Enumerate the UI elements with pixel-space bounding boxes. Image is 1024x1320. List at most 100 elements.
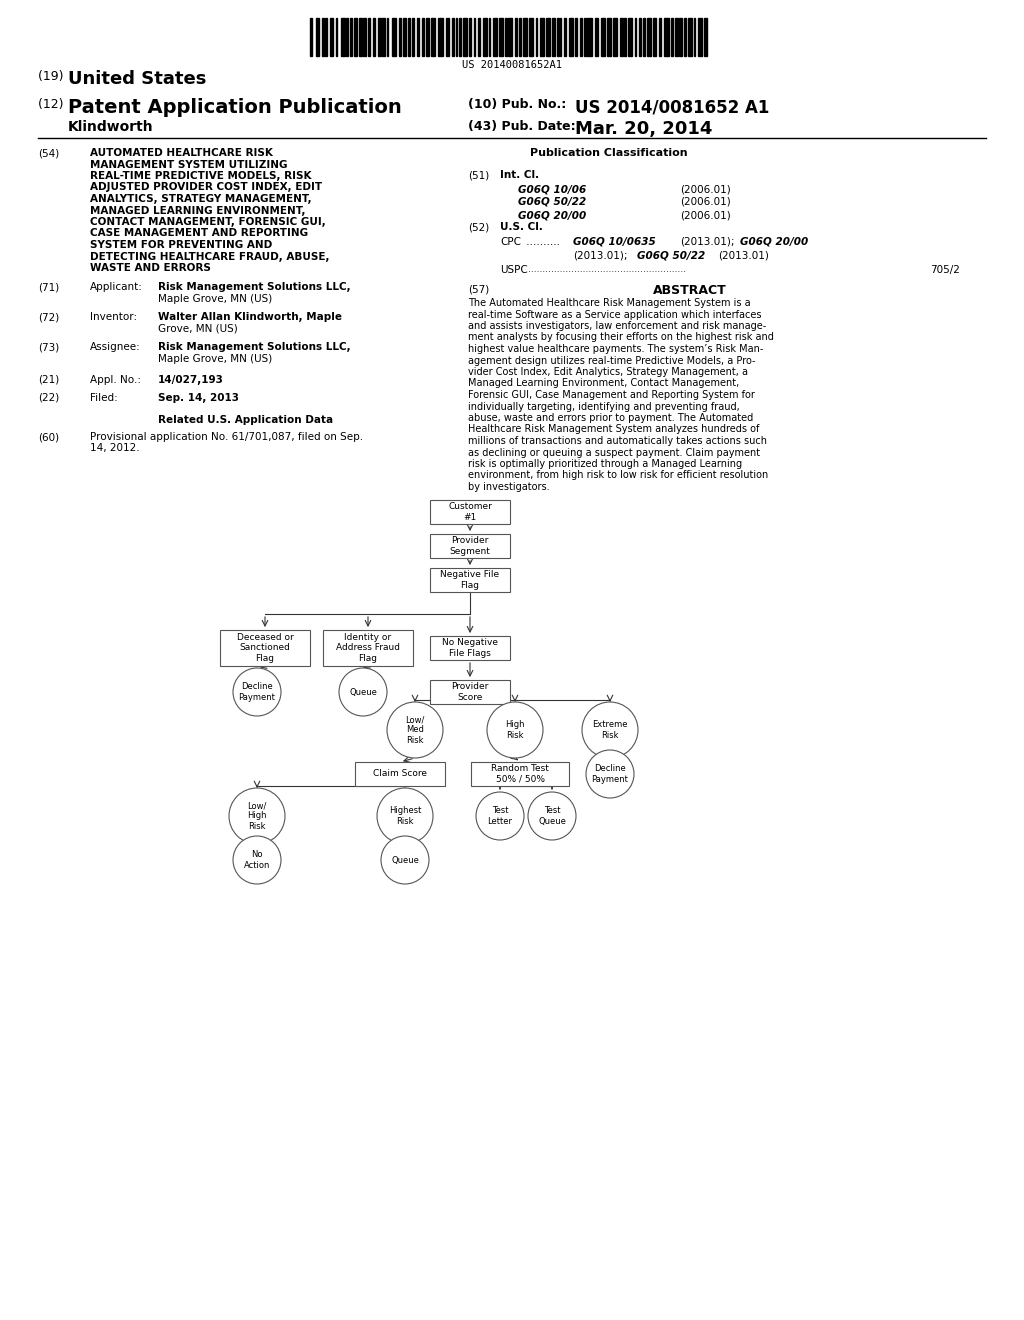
FancyBboxPatch shape	[323, 630, 413, 667]
Text: CASE MANAGEMENT AND REPORTING: CASE MANAGEMENT AND REPORTING	[90, 228, 308, 239]
Text: ..........: ..........	[523, 238, 560, 247]
Bar	[693, 18, 695, 55]
Text: (72): (72)	[38, 312, 59, 322]
Text: US 2014/0081652 A1: US 2014/0081652 A1	[575, 98, 769, 116]
Text: Provider
Score: Provider Score	[452, 682, 488, 702]
Bar	[346, 18, 348, 55]
Bar	[560, 18, 561, 55]
Text: (71): (71)	[38, 282, 59, 292]
Text: WASTE AND ERRORS: WASTE AND ERRORS	[90, 263, 211, 273]
Text: Decline
Payment: Decline Payment	[239, 682, 275, 702]
Bar	[628, 18, 632, 55]
Bar	[336, 18, 337, 55]
Text: Provider
Segment: Provider Segment	[450, 536, 490, 556]
Text: (51): (51)	[468, 170, 489, 180]
Text: Low/
Med
Risk: Low/ Med Risk	[406, 715, 425, 744]
Bar	[438, 18, 442, 55]
Text: ANALYTICS, STRATEGY MANAGEMENT,: ANALYTICS, STRATEGY MANAGEMENT,	[90, 194, 311, 205]
Bar	[364, 18, 366, 55]
Circle shape	[339, 668, 387, 715]
Circle shape	[528, 792, 575, 840]
Bar	[446, 18, 450, 55]
Bar	[354, 18, 357, 55]
Bar	[703, 18, 708, 55]
Circle shape	[586, 750, 634, 799]
Text: DETECTING HEALTHCARE FRAUD, ABUSE,: DETECTING HEALTHCARE FRAUD, ABUSE,	[90, 252, 330, 261]
Bar	[613, 18, 617, 55]
Text: MANAGEMENT SYSTEM UTILIZING: MANAGEMENT SYSTEM UTILIZING	[90, 160, 288, 169]
Text: highest value healthcare payments. The system’s Risk Man-: highest value healthcare payments. The s…	[468, 345, 763, 354]
Bar	[483, 18, 487, 55]
Text: as declining or queuing a suspect payment. Claim payment: as declining or queuing a suspect paymen…	[468, 447, 760, 458]
Text: 705/2: 705/2	[930, 265, 959, 275]
Text: Claim Score: Claim Score	[373, 770, 427, 779]
Bar	[568, 18, 573, 55]
Bar	[621, 18, 623, 55]
Bar	[676, 18, 678, 55]
Text: Forensic GUI, Case Management and Reporting System for: Forensic GUI, Case Management and Report…	[468, 389, 755, 400]
Text: .......................................................: ........................................…	[528, 265, 686, 275]
Bar	[500, 18, 503, 55]
Text: Deceased or
Sanctioned
Flag: Deceased or Sanctioned Flag	[237, 632, 293, 663]
Text: Test
Queue: Test Queue	[538, 807, 566, 826]
Circle shape	[377, 788, 433, 843]
Bar	[378, 18, 381, 55]
Text: (57): (57)	[468, 284, 489, 294]
Text: (2006.01): (2006.01)	[680, 210, 731, 220]
Text: Identity or
Address Fraud
Flag: Identity or Address Fraud Flag	[336, 632, 400, 663]
Circle shape	[233, 668, 281, 715]
Text: (21): (21)	[38, 375, 59, 385]
Bar	[341, 18, 344, 55]
Bar	[581, 18, 583, 55]
Text: Appl. No.:: Appl. No.:	[90, 375, 141, 385]
Bar	[519, 18, 521, 55]
Bar	[409, 18, 410, 55]
Bar	[658, 18, 662, 55]
Text: (43) Pub. Date:: (43) Pub. Date:	[468, 120, 575, 133]
Text: Queue: Queue	[349, 688, 377, 697]
FancyBboxPatch shape	[430, 568, 510, 591]
FancyBboxPatch shape	[430, 535, 510, 558]
Bar	[310, 18, 312, 55]
Bar	[624, 18, 626, 55]
Bar	[382, 18, 385, 55]
Text: Highest
Risk: Highest Risk	[389, 807, 421, 826]
Text: (52): (52)	[468, 222, 489, 232]
Bar	[349, 18, 352, 55]
Bar	[540, 18, 544, 55]
FancyBboxPatch shape	[220, 630, 310, 667]
Bar	[635, 18, 637, 55]
Text: G06Q 20/00: G06Q 20/00	[518, 210, 587, 220]
Text: Inventor:: Inventor:	[90, 312, 137, 322]
Bar	[546, 18, 550, 55]
Text: abuse, waste and errors prior to payment. The Automated: abuse, waste and errors prior to payment…	[468, 413, 754, 422]
Text: vider Cost Index, Edit Analytics, Strategy Management, a: vider Cost Index, Edit Analytics, Strate…	[468, 367, 748, 378]
Text: Test
Letter: Test Letter	[487, 807, 512, 826]
Bar	[523, 18, 526, 55]
Bar	[459, 18, 462, 55]
Bar	[584, 18, 586, 55]
Text: Healthcare Risk Management System analyzes hundreds of: Healthcare Risk Management System analyz…	[468, 425, 760, 434]
Bar	[552, 18, 555, 55]
Text: 14, 2012.: 14, 2012.	[90, 444, 139, 454]
Text: AUTOMATED HEALTHCARE RISK: AUTOMATED HEALTHCARE RISK	[90, 148, 272, 158]
Text: Mar. 20, 2014: Mar. 20, 2014	[575, 120, 713, 139]
Bar	[574, 18, 578, 55]
Bar	[402, 18, 407, 55]
Bar	[588, 18, 592, 55]
Text: (10) Pub. No.:: (10) Pub. No.:	[468, 98, 566, 111]
Text: millions of transactions and automatically takes actions such: millions of transactions and automatical…	[468, 436, 767, 446]
Circle shape	[476, 792, 524, 840]
Text: (2013.01): (2013.01)	[718, 249, 769, 260]
Text: (73): (73)	[38, 342, 59, 352]
Text: G06Q 10/06: G06Q 10/06	[518, 183, 587, 194]
Bar	[643, 18, 645, 55]
Text: (19): (19)	[38, 70, 68, 83]
Bar	[374, 18, 375, 55]
Text: G06Q 50/22: G06Q 50/22	[637, 249, 706, 260]
FancyBboxPatch shape	[471, 762, 569, 785]
Circle shape	[381, 836, 429, 884]
Bar	[488, 18, 490, 55]
Text: USPC: USPC	[500, 265, 527, 275]
Bar	[456, 18, 457, 55]
